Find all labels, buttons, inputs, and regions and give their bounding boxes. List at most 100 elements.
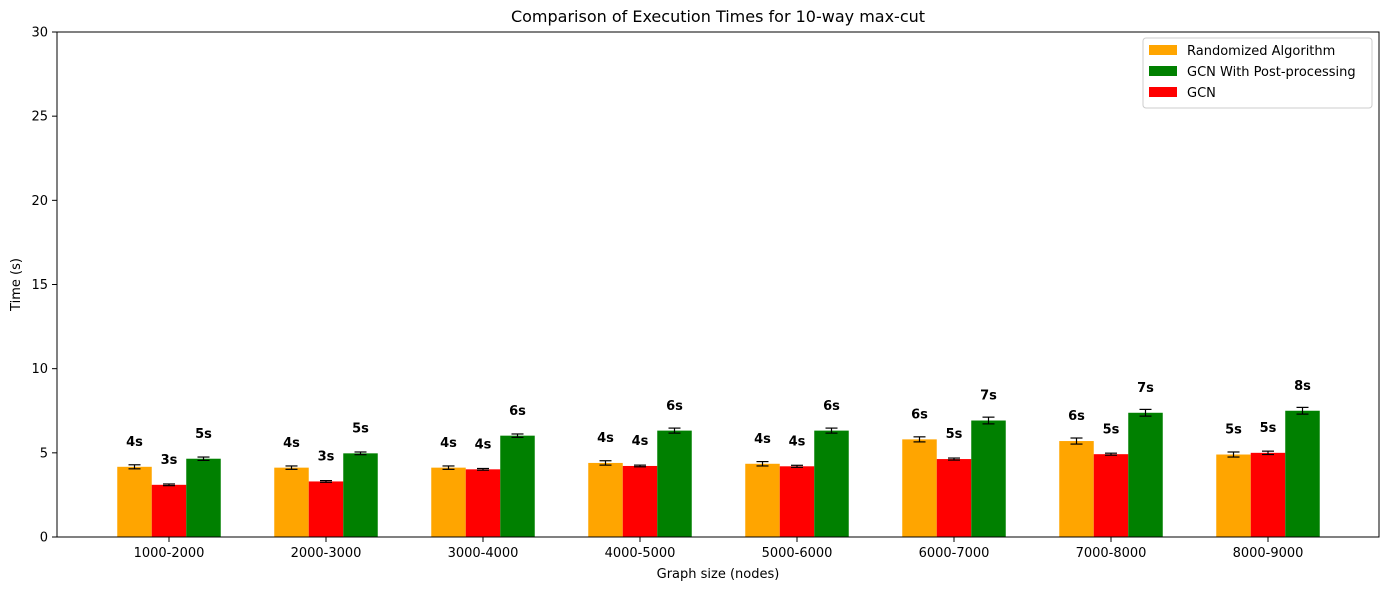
bar	[431, 467, 466, 537]
error-bar	[756, 460, 769, 467]
bar-value-label: 5s	[1260, 421, 1277, 436]
error-bar	[599, 460, 612, 466]
bar	[902, 439, 937, 537]
bar	[814, 430, 849, 537]
bar	[117, 466, 152, 537]
bar-value-label: 3s	[161, 453, 178, 468]
bar-value-label: 6s	[823, 399, 840, 414]
y-tick-label: 20	[31, 194, 48, 209]
bar	[779, 466, 815, 537]
error-bar	[913, 436, 926, 443]
bar-value-label: 4s	[475, 437, 492, 452]
bar	[465, 469, 501, 537]
error-bar	[128, 464, 141, 470]
bar	[500, 435, 535, 537]
bar-value-label: 4s	[632, 434, 649, 449]
bar-value-label: 5s	[195, 427, 212, 442]
error-bar	[285, 465, 298, 470]
x-tick-label: 6000-7000	[919, 546, 990, 561]
y-tick-label: 15	[31, 278, 48, 293]
error-bar	[1262, 450, 1274, 456]
bar	[622, 465, 658, 537]
bar-value-label: 4s	[789, 434, 806, 449]
error-bar	[1070, 437, 1083, 445]
x-tick-label: 1000-2000	[134, 546, 205, 561]
error-bar	[1139, 408, 1152, 417]
bar-value-label: 6s	[666, 399, 683, 414]
bar-value-label: 4s	[126, 435, 143, 450]
bar-value-label: 4s	[597, 431, 614, 446]
bar	[274, 467, 309, 537]
y-tick-label: 30	[31, 26, 48, 41]
legend-box	[1142, 37, 1373, 109]
legend-label: GCN	[1187, 86, 1216, 101]
legend-swatch	[1149, 87, 1177, 97]
legend-swatch	[1149, 66, 1177, 76]
x-tick-label: 5000-6000	[762, 546, 833, 561]
x-tick-label: 3000-4000	[448, 546, 519, 561]
error-bar	[442, 465, 455, 470]
bar	[745, 463, 780, 537]
bar	[151, 484, 187, 537]
bar-value-label: 5s	[352, 422, 369, 437]
error-bar	[634, 464, 646, 468]
error-bar	[477, 467, 489, 471]
error-bar	[354, 451, 367, 456]
error-bar	[320, 480, 332, 483]
legend-label: Randomized Algorithm	[1187, 44, 1335, 59]
bar	[971, 420, 1006, 537]
x-axis-label: Graph size (nodes)	[657, 567, 780, 582]
error-bar	[511, 433, 524, 438]
legend-label: GCN With Post-processing	[1187, 65, 1356, 80]
bar-value-label: 4s	[440, 436, 457, 451]
bar	[343, 453, 378, 537]
plot-frame	[56, 31, 1380, 538]
x-tick-label: 4000-5000	[605, 546, 676, 561]
bar	[186, 458, 221, 537]
bar	[1059, 441, 1094, 537]
bar-value-label: 6s	[1068, 409, 1085, 424]
x-tick-label: 8000-9000	[1233, 546, 1304, 561]
error-bar	[163, 483, 175, 487]
error-bar	[982, 416, 995, 425]
x-tick-label: 2000-3000	[291, 546, 362, 561]
bar-value-label: 7s	[980, 389, 997, 404]
bar	[1128, 412, 1163, 537]
bar-value-label: 4s	[283, 436, 300, 451]
bar	[1093, 454, 1129, 537]
bar-value-label: 4s	[754, 432, 771, 447]
error-bar	[948, 457, 960, 461]
bar	[1250, 452, 1286, 537]
bar	[1285, 410, 1320, 537]
bar-value-label: 5s	[1103, 422, 1120, 437]
legend-swatch	[1149, 45, 1177, 55]
bar-value-label: 5s	[946, 427, 963, 442]
error-bar	[825, 427, 838, 434]
chart-title: Comparison of Execution Times for 10-way…	[511, 7, 925, 26]
y-tick-label: 5	[40, 446, 48, 461]
bar	[1216, 454, 1251, 537]
bar	[588, 462, 623, 537]
y-tick-label: 10	[31, 362, 48, 377]
y-axis-label: Time (s)	[9, 258, 24, 312]
error-bar	[1227, 451, 1240, 458]
error-bar	[1105, 452, 1117, 456]
y-tick-label: 25	[31, 110, 48, 125]
bar-value-label: 3s	[318, 450, 335, 465]
legend: Randomized Algorithm GCN With Post-proces…	[1142, 37, 1373, 109]
bar-value-label: 7s	[1137, 381, 1154, 396]
x-tick-label: 7000-8000	[1076, 546, 1147, 561]
error-bar	[668, 427, 681, 434]
bar-value-label: 8s	[1294, 379, 1311, 394]
bar	[657, 430, 692, 537]
error-bar	[791, 464, 803, 468]
bar	[308, 481, 344, 537]
bar-value-label: 6s	[509, 404, 526, 419]
bar-value-label: 5s	[1225, 423, 1242, 438]
error-bar	[197, 456, 210, 462]
bar	[936, 459, 972, 537]
y-tick-label: 0	[40, 531, 48, 546]
bar-value-label: 6s	[911, 408, 928, 423]
error-bar	[1296, 406, 1309, 415]
